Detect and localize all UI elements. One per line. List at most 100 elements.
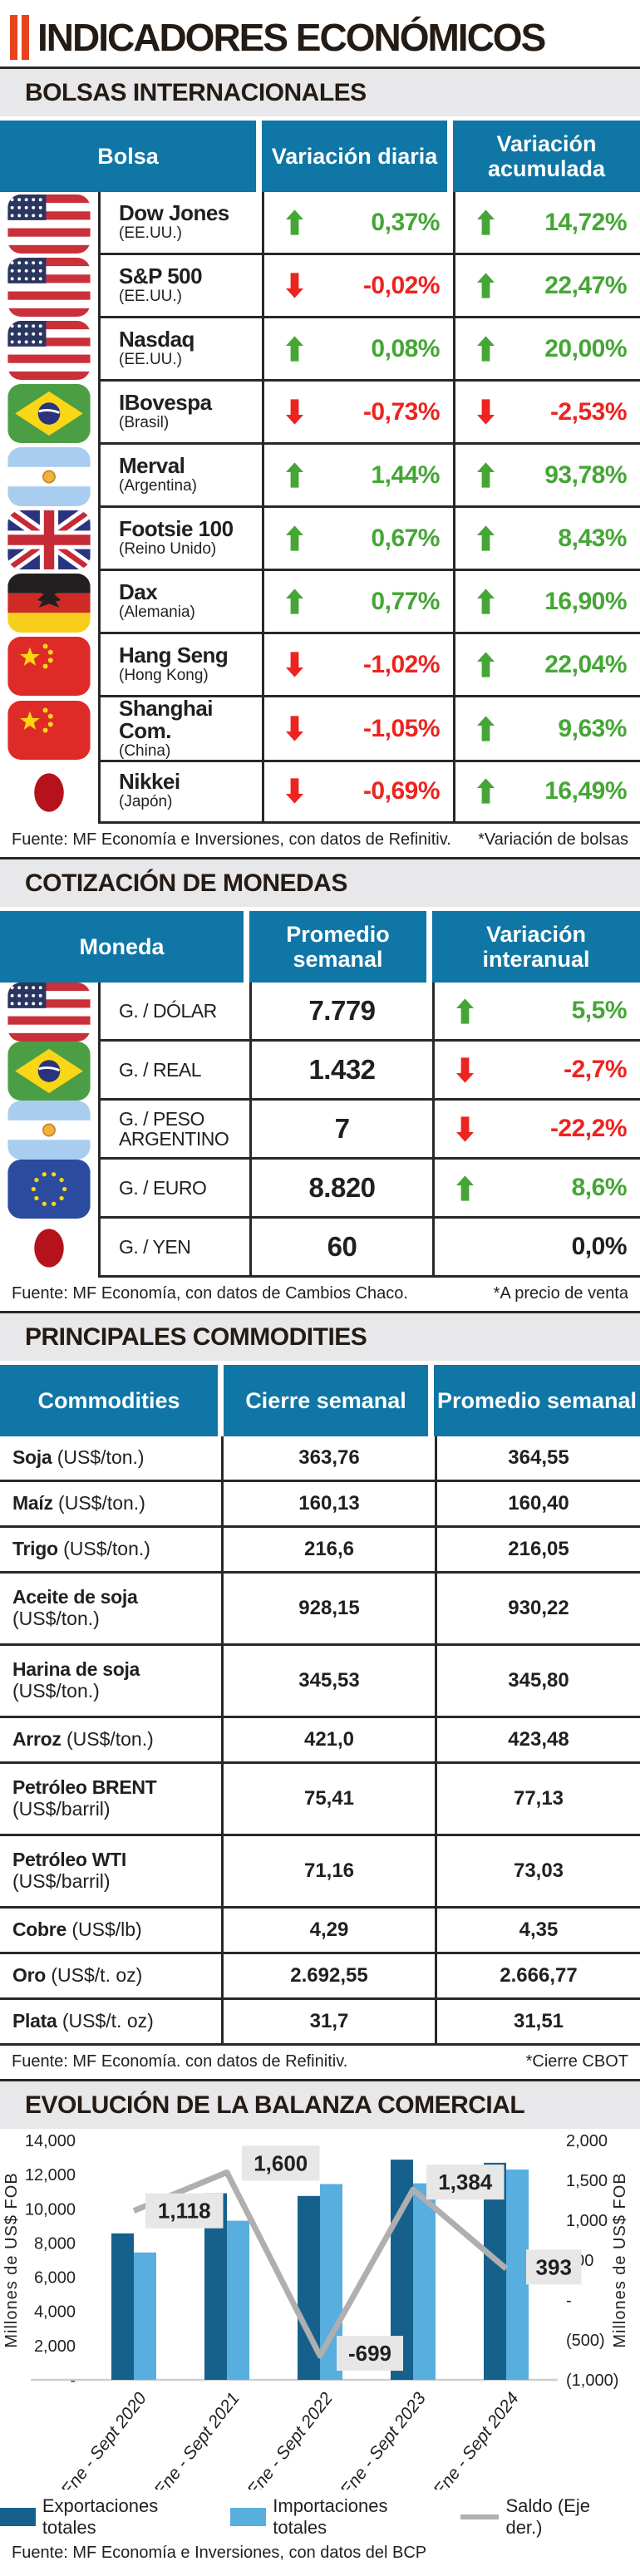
table-row: Petróleo WTI (US$/barril) 71,16 73,03: [0, 1836, 640, 1909]
table-row: Soja (US$/ton.) 363,76 364,55: [0, 1436, 640, 1482]
exchange-country: (Hong Kong): [119, 666, 209, 684]
currency-name: G. / DÓLAR: [119, 999, 217, 1022]
saldo-label-box: [145, 2193, 224, 2229]
weekly-close: 345,53: [221, 1646, 435, 1718]
accum-variation: 16,49%: [453, 761, 640, 824]
weekly-close: 2.692,55: [221, 1954, 435, 2000]
commodities-source-row: Fuente: MF Economía. con datos de Refini…: [0, 2046, 640, 2079]
accum-variation: 20,00%: [453, 318, 640, 382]
daily-variation: -1,02%: [262, 634, 453, 697]
column-header-variacion-diaria: Variación diaria: [262, 121, 447, 192]
accum-variation: 9,63%: [453, 697, 640, 763]
svg-text:Ene - Sept 2024: Ene - Sept 2024: [430, 2389, 523, 2490]
commodity-name: Cobre: [12, 1918, 66, 1941]
exchange-name: Footsie 100: [119, 516, 234, 542]
exchange-name: Dow Jones: [119, 200, 229, 226]
down-arrow-icon: [286, 399, 303, 425]
column-header-cierre-semanal: Cierre semanal: [224, 1365, 428, 1436]
commodity-unit: (US$/t. oz): [62, 2010, 154, 2032]
up-arrow-icon: [286, 589, 303, 614]
commodity-unit: (US$/barril): [12, 1798, 111, 1820]
column-header-moneda: Moneda: [0, 911, 244, 983]
weekly-close: 31,7: [221, 2000, 435, 2046]
bolsas-heading-band: BOLSAS INTERNACIONALES: [0, 69, 640, 116]
up-arrow-icon: [477, 652, 495, 677]
svg-text:Millones de US$ FOB: Millones de US$ FOB: [611, 2172, 629, 2347]
legend-label-importaciones: Importaciones totales: [273, 2495, 388, 2538]
commodity-name: Petróleo WTI: [12, 1849, 126, 1871]
accum-variation: 22,47%: [453, 255, 640, 318]
exchange-country: (Alemania): [119, 603, 195, 621]
table-row: G. / YEN 60 0,0%: [0, 1219, 640, 1278]
weekly-average: 73,03: [435, 1836, 640, 1909]
commodities-heading-band: PRINCIPALES COMMODITIES: [0, 1313, 640, 1361]
daily-variation: 0,67%: [262, 508, 453, 571]
weekly-average: 1.432: [249, 1042, 432, 1101]
weekly-average: 31,51: [435, 2000, 640, 2046]
commodity-unit: (US$/lb): [71, 1918, 142, 1941]
commodity-name: Harina de soja: [12, 1658, 140, 1681]
export-bar: [111, 2233, 134, 2380]
exchange-name: IBovespa: [119, 390, 212, 416]
accent-bar-icon: [22, 15, 29, 60]
importaciones-swatch-icon: [230, 2508, 267, 2526]
daily-variation: -0,73%: [262, 382, 453, 445]
monedas-table: G. / DÓLAR 7.779 5,5% G. / REAL 1.432 -2…: [0, 983, 640, 1278]
commodity-unit: (US$/t. oz): [51, 1964, 143, 1987]
svg-text:Ene - Sept 2020: Ene - Sept 2020: [57, 2389, 150, 2490]
down-arrow-icon: [456, 1057, 474, 1083]
exchange-country: (Argentina): [119, 476, 197, 495]
commodity-name: Plata: [12, 2010, 57, 2032]
down-arrow-icon: [456, 1116, 474, 1142]
up-arrow-icon: [477, 462, 495, 488]
table-row: Nikkei (Japón) -0,69% 16,49%: [0, 761, 640, 824]
source-text: Fuente: MF Economía, con datos de Cambio…: [12, 1284, 408, 1303]
weekly-average: 364,55: [435, 1436, 640, 1482]
daily-variation: 0,08%: [262, 318, 453, 382]
yearly-variation: -2,7%: [432, 1042, 640, 1101]
yearly-variation: -22,2%: [432, 1101, 640, 1160]
column-header-promedio-semanal: Promedio semanal: [249, 911, 426, 983]
exchange-name: Nikkei: [119, 769, 180, 795]
saldo-label-box: [526, 2249, 582, 2285]
exchange-name: Shanghai Com.: [119, 696, 214, 744]
up-arrow-icon: [286, 462, 303, 488]
svg-text:8,000: 8,000: [34, 2234, 76, 2253]
daily-variation: 0,77%: [262, 571, 453, 634]
exchange-name: S&P 500: [119, 264, 203, 289]
exchange-country: (EE.UU.): [119, 224, 182, 242]
svg-text:1,000: 1,000: [566, 2212, 608, 2230]
up-arrow-icon: [456, 1175, 474, 1201]
weekly-average: 7: [249, 1101, 432, 1160]
weekly-average: 2.666,77: [435, 1954, 640, 2000]
daily-variation: 0,37%: [262, 192, 453, 255]
commodity-unit: (US$/ton.): [12, 1680, 100, 1702]
table-row: IBovespa (Brasil) -0,73% -2,53%: [0, 382, 640, 445]
accum-variation: 14,72%: [453, 192, 640, 255]
table-row: Arroz (US$/ton.) 421,0 423,48: [0, 1718, 640, 1764]
column-header-promedio-semanal: Promedio semanal: [434, 1365, 640, 1436]
br-flag-icon: [7, 1042, 91, 1101]
svg-text:393: 393: [536, 2254, 572, 2279]
jp-flag-icon: [7, 1219, 91, 1278]
balanza-heading-band: EVOLUCIÓN DE LA BALANZA COMERCIAL: [0, 2081, 640, 2129]
exchange-country: (EE.UU.): [119, 287, 182, 305]
accum-variation: 8,43%: [453, 508, 640, 571]
yearly-variation: 5,5%: [432, 983, 640, 1042]
table-row: G. / REAL 1.432 -2,7%: [0, 1042, 640, 1101]
commodity-name: Trigo: [12, 1538, 58, 1560]
commodities-section: PRINCIPALES COMMODITIES Commodities Cier…: [0, 1311, 640, 2079]
exportaciones-swatch-icon: [0, 2508, 36, 2526]
up-arrow-icon: [477, 525, 495, 551]
svg-text:-: -: [566, 2292, 572, 2310]
bolsas-heading: BOLSAS INTERNACIONALES: [25, 78, 367, 106]
svg-text:1,118: 1,118: [158, 2199, 211, 2224]
svg-text:Ene - Sept 2021: Ene - Sept 2021: [150, 2389, 244, 2490]
up-arrow-icon: [477, 273, 495, 298]
svg-text:10,000: 10,000: [25, 2200, 76, 2219]
table-row: Hang Seng (Hong Kong) -1,02% 22,04%: [0, 634, 640, 697]
cn-flag-icon: [7, 636, 91, 696]
commodity-name: Arroz: [12, 1728, 62, 1751]
monedas-heading-band: COTIZACIÓN DE MONEDAS: [0, 859, 640, 907]
commodity-unit: (US$/barril): [12, 1870, 111, 1892]
